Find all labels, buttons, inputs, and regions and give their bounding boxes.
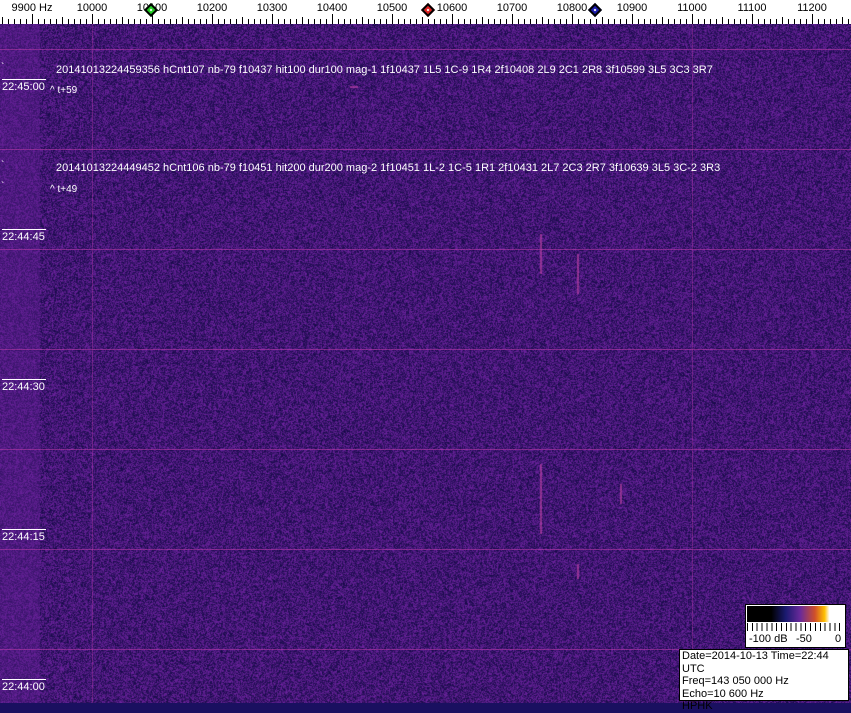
frequency-label: 10900 <box>617 2 648 14</box>
frequency-tick <box>812 14 813 24</box>
red-marker[interactable] <box>421 3 435 17</box>
frequency-gridline <box>92 24 93 703</box>
time-gridline <box>0 149 851 150</box>
frequency-label: 10800 <box>557 2 588 14</box>
detection-offset: ^ t+59 <box>50 85 77 96</box>
time-gridline <box>0 249 851 250</box>
time-label: 22:44:45 <box>2 229 46 243</box>
legend-label-max: 0 <box>835 633 841 645</box>
frequency-tick <box>92 14 93 24</box>
time-gridline <box>0 449 851 450</box>
frequency-tick <box>32 14 33 24</box>
color-scale-legend: -100 dB -50 0 <box>745 604 846 648</box>
detection-offset: ^ t+49 <box>50 184 77 195</box>
detection-text: 20141013224459356 hCnt107 nb-79 f10437 h… <box>56 64 713 76</box>
legend-label-min: -100 dB <box>749 633 788 645</box>
frequency-tick <box>452 14 453 24</box>
frequency-text: Freq=143 050 000 Hz <box>682 675 848 688</box>
legend-label-mid: -50 <box>796 633 812 645</box>
frequency-label: 11100 <box>738 2 767 14</box>
frequency-label: 11000 <box>677 2 707 14</box>
frequency-tick <box>512 14 513 24</box>
echo-text: Echo=10 600 Hz <box>682 688 848 701</box>
frequency-tick <box>662 17 663 24</box>
frequency-label: 10700 <box>497 2 528 14</box>
frequency-tick <box>602 17 603 24</box>
frequency-tick <box>62 17 63 24</box>
frequency-label: 10400 <box>317 2 348 14</box>
time-label: 22:44:30 <box>2 379 46 393</box>
frequency-tick <box>392 14 393 24</box>
date-time-text: Date=2014-10-13 Time=22:44 UTC <box>682 650 848 675</box>
frequency-tick <box>242 17 243 24</box>
frequency-label: 10300 <box>257 2 288 14</box>
frequency-tick <box>122 17 123 24</box>
time-gridline <box>0 49 851 50</box>
time-label: 22:44:15 <box>2 529 46 543</box>
frequency-tick <box>212 14 213 24</box>
frequency-label: 10600 <box>437 2 468 14</box>
frequency-label: 10200 <box>197 2 228 14</box>
blue-marker[interactable] <box>588 3 602 17</box>
frequency-label: 10500 <box>377 2 408 14</box>
time-gridline <box>0 349 851 350</box>
frequency-tick <box>722 17 723 24</box>
station-text: HPHK <box>682 700 848 713</box>
frequency-tick <box>2 17 3 24</box>
frequency-tick <box>482 17 483 24</box>
frequency-tick <box>842 17 843 24</box>
frequency-scale: 9900 Hz 10000101001020010300104001050010… <box>0 0 851 24</box>
frequency-tick <box>572 14 573 24</box>
frequency-tick <box>362 17 363 24</box>
frequency-tick <box>692 14 693 24</box>
frequency-tick <box>272 14 273 24</box>
frequency-tick <box>632 14 633 24</box>
color-bar-ticks <box>747 623 844 631</box>
frequency-gridline <box>692 24 693 703</box>
frequency-tick <box>302 17 303 24</box>
time-label: 22:44:00 <box>2 679 46 693</box>
frequency-tick <box>182 17 183 24</box>
frequency-label: 10000 <box>77 2 108 14</box>
detection-text: 20141013224449452 hCnt106 nb-79 f10451 h… <box>56 162 720 174</box>
frequency-label: 11200 <box>797 2 827 14</box>
frequency-tick <box>332 14 333 24</box>
frequency-unit-label: 9900 Hz <box>12 2 53 14</box>
frequency-tick <box>422 17 423 24</box>
waterfall-spectrogram <box>0 24 851 703</box>
time-gridline <box>0 549 851 550</box>
time-label: 22:45:00 <box>2 79 46 93</box>
frequency-tick <box>782 17 783 24</box>
color-bar <box>747 606 844 622</box>
info-box: Date=2014-10-13 Time=22:44 UTC Freq=143 … <box>679 649 849 701</box>
frequency-tick <box>542 17 543 24</box>
frequency-tick <box>752 14 753 24</box>
